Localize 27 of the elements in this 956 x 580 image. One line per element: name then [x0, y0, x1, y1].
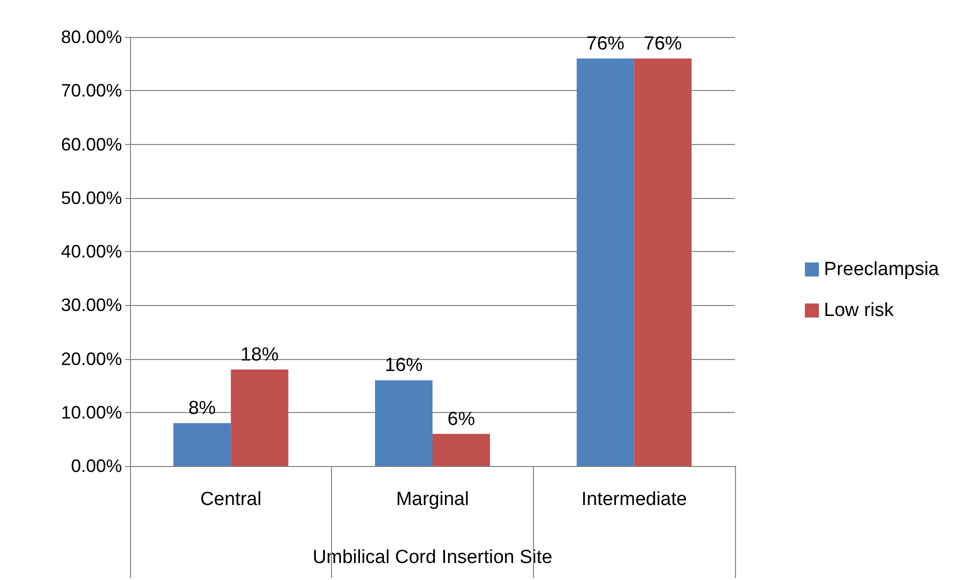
- data-label: 6%: [448, 408, 476, 430]
- data-label: 76%: [644, 33, 682, 54]
- y-tick-label: 30.00%: [60, 295, 122, 316]
- bar: [375, 380, 432, 466]
- legend-label: Low risk: [824, 300, 894, 321]
- x-tick-label: Marginal: [396, 489, 469, 510]
- y-tick-label: 20.00%: [60, 348, 122, 369]
- y-tick-label: 10.00%: [60, 402, 122, 422]
- y-tick-label: 80.00%: [60, 27, 122, 47]
- bar: [576, 58, 634, 466]
- y-tick-label: 40.00%: [60, 242, 122, 262]
- y-tick-label: 60.00%: [60, 134, 122, 154]
- data-label: 8%: [188, 398, 216, 420]
- data-label: 16%: [384, 355, 423, 376]
- bar: [432, 434, 490, 466]
- x-tick-label: Intermediate: [581, 489, 687, 510]
- y-tick-label: 50.00%: [60, 188, 122, 208]
- data-label: 18%: [240, 344, 279, 366]
- bar: [173, 423, 231, 466]
- y-tick-label: 0.00%: [70, 456, 122, 476]
- bar: [230, 369, 288, 466]
- bar: [634, 58, 692, 466]
- data-label: 76%: [586, 33, 625, 54]
- x-axis-title: Umbilical Cord Insertion Site: [312, 547, 552, 568]
- x-tick-label: Central: [200, 489, 262, 510]
- y-tick-label: 70.00%: [60, 80, 122, 101]
- legend-label: Preeclampsia: [824, 259, 940, 280]
